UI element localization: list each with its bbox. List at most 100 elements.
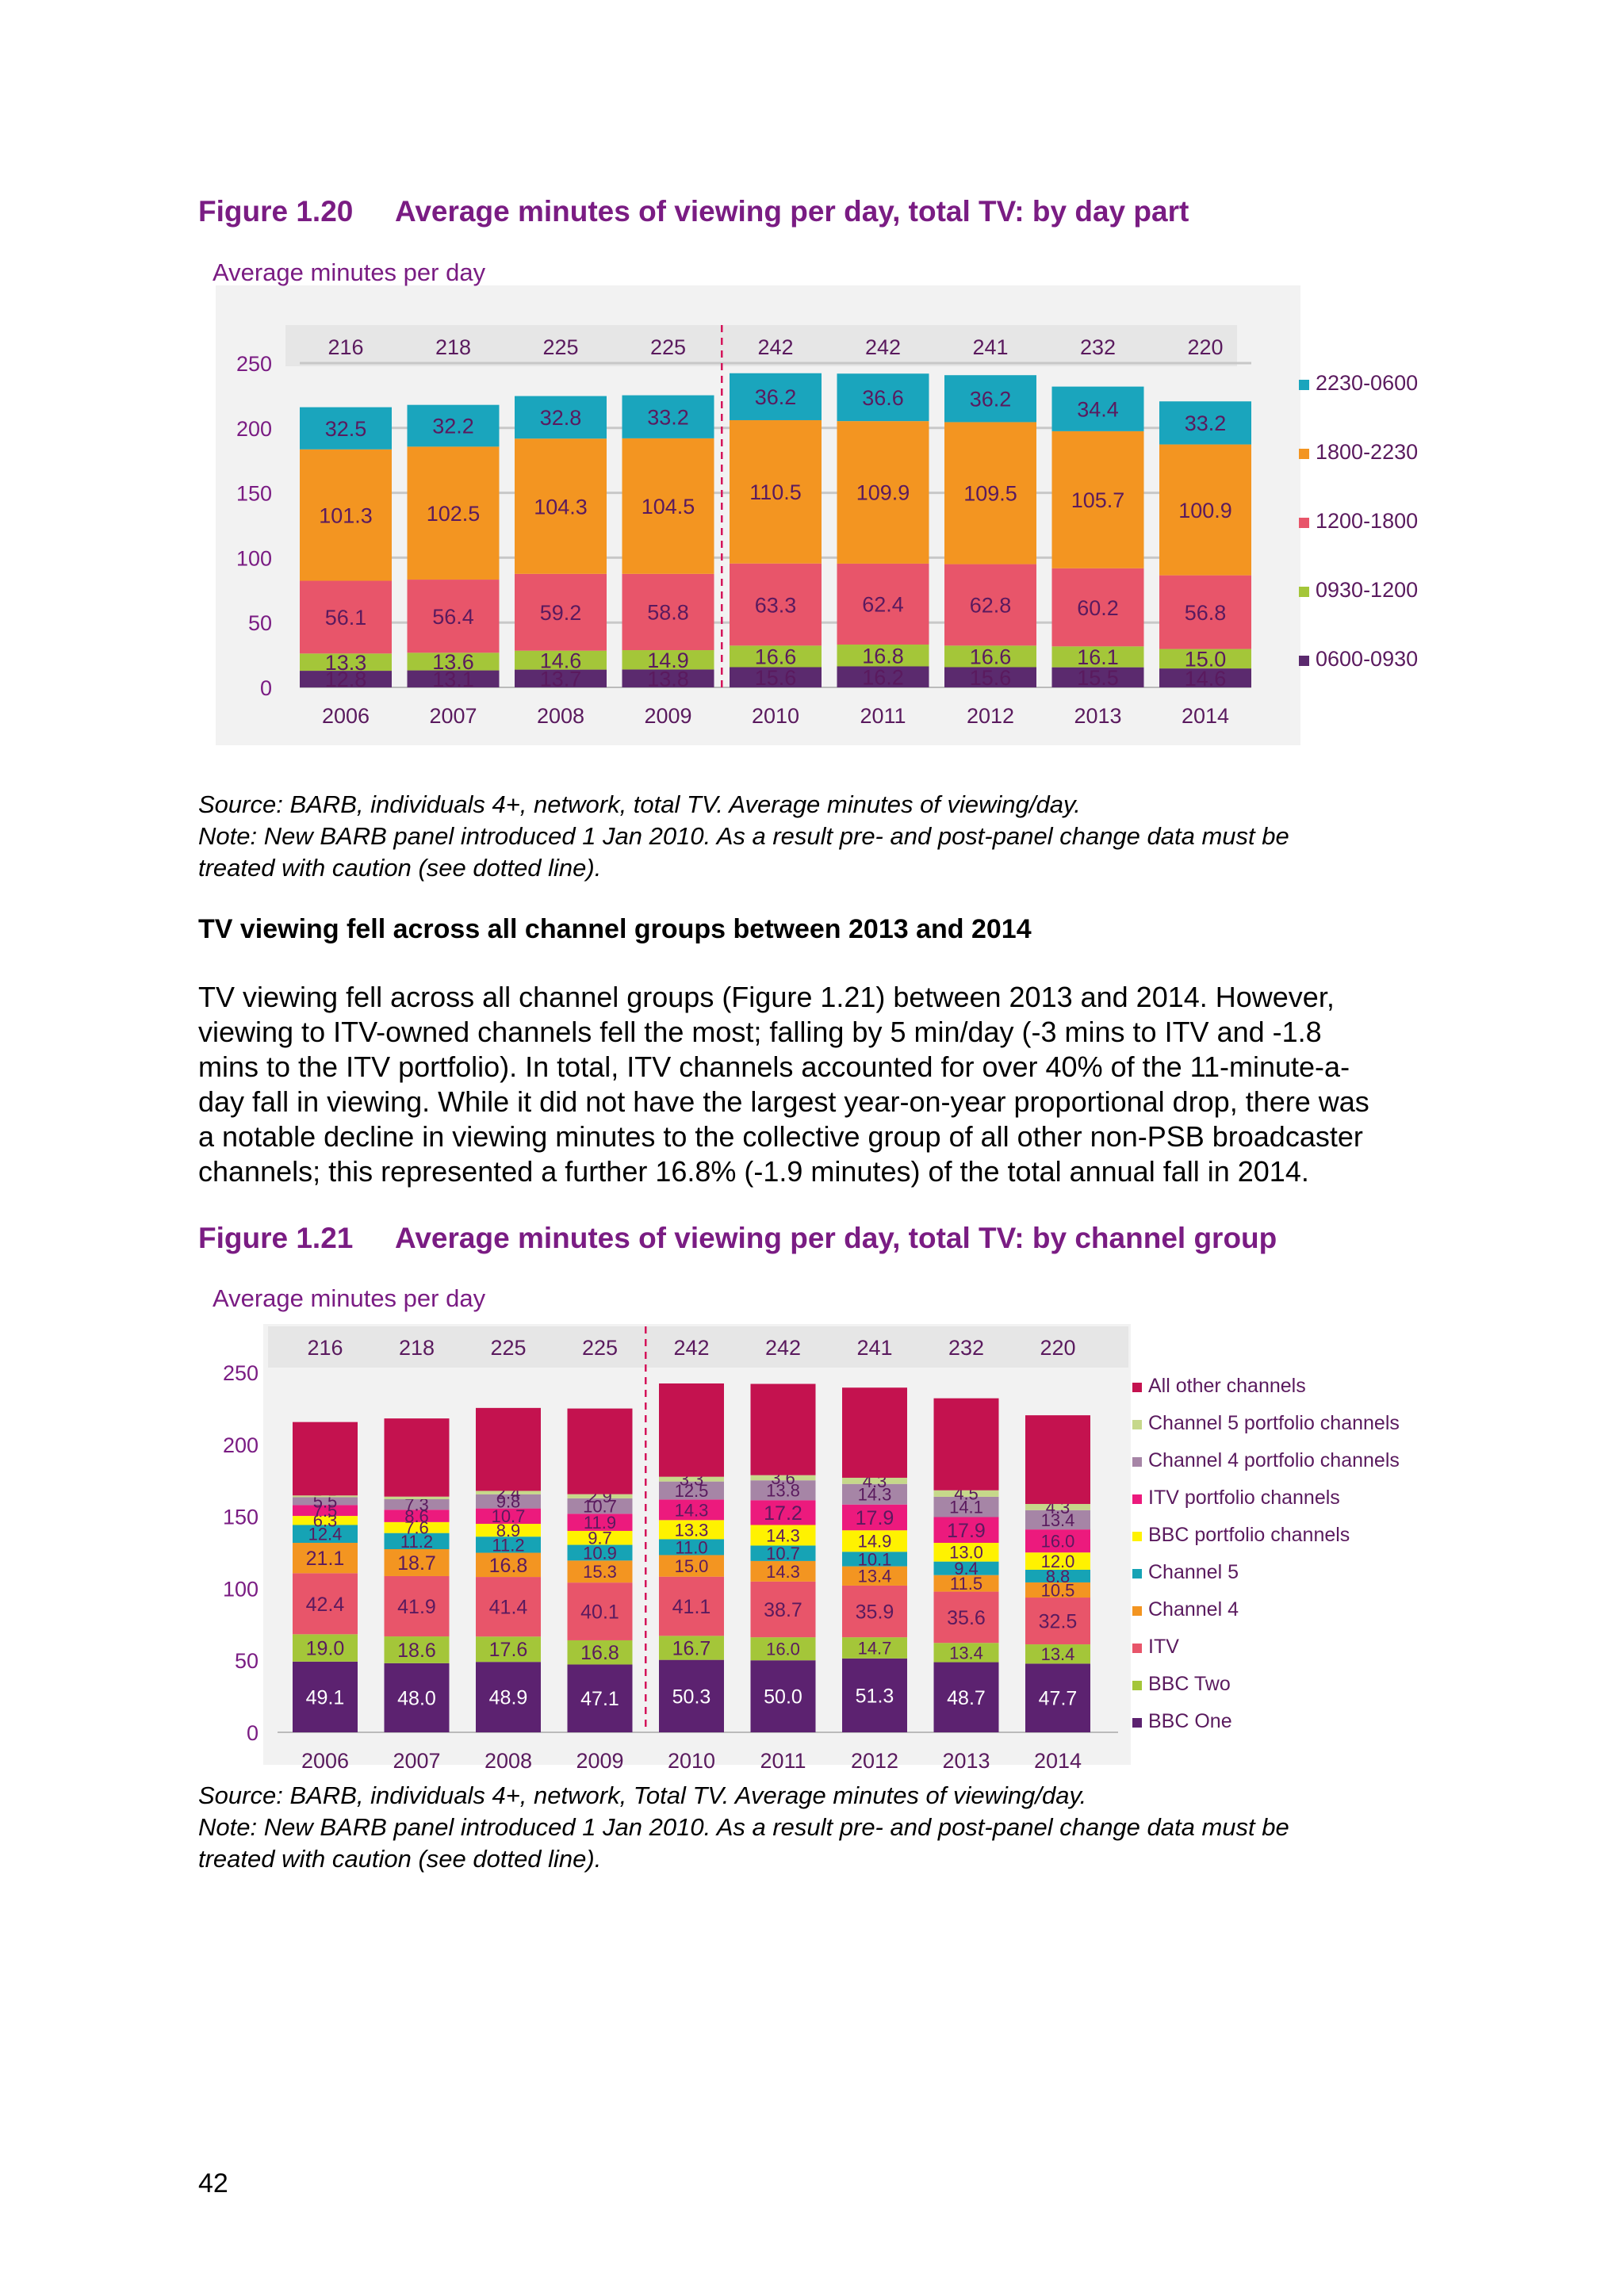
bar-segment-0600-0930 xyxy=(300,671,392,687)
bar-segment-0930-1200 xyxy=(1051,646,1144,668)
segment-data-label: 109.5 xyxy=(963,482,1017,506)
bar-segment-2230-0600 xyxy=(622,395,714,438)
segment-data-label: 100.9 xyxy=(1178,499,1232,522)
source-line: Source: BARB, individuals 4+, network, T… xyxy=(198,1781,1087,1809)
segment-data-label: 42.4 xyxy=(306,1594,345,1616)
bar-segment-itv xyxy=(933,1591,999,1644)
y-tick-label: 150 xyxy=(236,482,272,506)
bar-segment-all-other-channels xyxy=(384,1418,450,1497)
section-heading: TV viewing fell across all channel group… xyxy=(198,914,1032,944)
bar-segment-all-other-channels xyxy=(293,1422,358,1496)
bar-segment-itv xyxy=(293,1573,358,1635)
bar-segment-bbc-portfolio-channels xyxy=(567,1530,633,1545)
segment-data-label: 17.6 xyxy=(489,1639,528,1661)
segment-data-label: 11.5 xyxy=(950,1574,982,1594)
segment-data-label: 110.5 xyxy=(749,480,802,504)
segment-data-label: 101.3 xyxy=(319,503,373,527)
figure-1-21-source: Source: BARB, individuals 4+, network, T… xyxy=(198,1780,1435,1875)
bar-segment-bbc-portfolio-channels xyxy=(933,1543,999,1562)
bar-segment-1800-2230 xyxy=(1159,444,1251,576)
segment-data-label: 16.6 xyxy=(970,645,1012,669)
segment-data-label: 13.3 xyxy=(325,651,367,675)
segment-data-label: 17.2 xyxy=(764,1502,802,1525)
segment-data-label: 11.2 xyxy=(400,1532,433,1552)
segment-data-label: 51.3 xyxy=(856,1685,894,1707)
bar-segment-bbc-two xyxy=(933,1643,999,1663)
bar-segment-2230-0600 xyxy=(407,404,500,447)
segment-data-label: 36.2 xyxy=(970,388,1012,411)
bar-segment-bbc-one xyxy=(933,1662,999,1732)
segment-data-label: 16.0 xyxy=(766,1640,800,1659)
bar-segment-1200-1800 xyxy=(515,573,607,651)
x-tick-label: 2009 xyxy=(644,704,691,728)
bar-segment-1200-1800 xyxy=(1159,575,1251,649)
segment-data-label: 49.1 xyxy=(306,1686,345,1709)
bar-segment-1200-1800 xyxy=(622,573,714,651)
y-tick-label: 0 xyxy=(260,676,272,700)
bar-segment-bbc-two xyxy=(293,1634,358,1662)
y-tick-label: 250 xyxy=(236,352,272,376)
figure-1-21-title: Figure 1.21 Average minutes of viewing pe… xyxy=(198,1222,1277,1255)
note-line: treated with caution (see dotted line). xyxy=(198,854,602,882)
paragraph-line: mins to the ITV portfolio). In total, IT… xyxy=(198,1050,1350,1083)
legend-swatch xyxy=(1299,656,1309,666)
segment-data-label: 14.3 xyxy=(858,1485,892,1505)
totals-band xyxy=(285,325,1237,366)
bar-segment-0930-1200 xyxy=(730,645,822,668)
legend-swatch xyxy=(1299,380,1309,390)
segment-data-label: 47.7 xyxy=(1039,1688,1078,1710)
total-label: 225 xyxy=(582,1336,618,1360)
legend-entry: ITV xyxy=(1148,1636,1179,1658)
bar-segment-itv xyxy=(842,1585,907,1638)
total-label: 242 xyxy=(765,1336,801,1360)
segment-data-label: 10.5 xyxy=(1041,1580,1075,1600)
bar-segment-1800-2230 xyxy=(1051,430,1144,568)
segment-data-label: 8.8 xyxy=(1046,1567,1071,1586)
bar-segment-itv-portfolio-channels xyxy=(567,1513,633,1531)
legend-entry: ITV portfolio channels xyxy=(1148,1487,1340,1509)
segment-data-label: 13.4 xyxy=(1041,1510,1075,1530)
bar-segment-channel-4-portfolio-channels xyxy=(293,1497,358,1506)
x-tick-label: 2012 xyxy=(967,704,1014,728)
legend-swatch xyxy=(1299,449,1309,459)
segment-data-label: 10.7 xyxy=(583,1497,617,1517)
bar-segment-1200-1800 xyxy=(1051,568,1144,647)
segment-data-label: 13.3 xyxy=(675,1520,709,1540)
bar-segment-0930-1200 xyxy=(837,645,929,667)
note-line: treated with caution (see dotted line). xyxy=(198,1845,602,1873)
bar-segment-bbc-portfolio-channels xyxy=(1025,1552,1090,1570)
segment-data-label: 15.3 xyxy=(583,1562,617,1582)
bar-segment-bbc-one xyxy=(384,1663,450,1732)
bar-segment-bbc-two xyxy=(476,1636,541,1663)
bar-segment-channel-4 xyxy=(1025,1582,1090,1598)
legend-swatch xyxy=(1299,518,1309,528)
y-tick-label: 50 xyxy=(235,1649,259,1673)
total-label: 218 xyxy=(435,335,471,359)
bar-segment-0930-1200 xyxy=(944,645,1036,668)
legend-entry: 1800-2230 xyxy=(1316,440,1418,464)
bar-segment-bbc-one xyxy=(476,1662,541,1732)
x-tick-label: 2008 xyxy=(537,704,584,728)
bar-segment-itv-portfolio-channels xyxy=(842,1504,907,1531)
bar-segment-channel-4 xyxy=(659,1555,724,1577)
bar-segment-2230-0600 xyxy=(515,396,607,439)
figure-title-text: Average minutes of viewing per day, tota… xyxy=(395,1222,1277,1254)
bar-segment-0600-0930 xyxy=(622,669,714,687)
segment-data-label: 12.5 xyxy=(675,1481,709,1501)
segment-data-label: 41.4 xyxy=(489,1597,528,1619)
legend-entry: 1200-1800 xyxy=(1316,509,1418,533)
legend-swatch xyxy=(1132,1606,1142,1616)
segment-data-label: 63.3 xyxy=(755,593,797,617)
segment-data-label: 14.1 xyxy=(949,1498,983,1517)
segment-data-label: 21.1 xyxy=(306,1548,345,1570)
bar-segment-channel-4 xyxy=(567,1560,633,1583)
figure-number: Figure 1.20 xyxy=(198,195,354,228)
legend-swatch xyxy=(1132,1718,1142,1728)
bar-segment-0600-0930 xyxy=(730,667,822,687)
bar-segment-channel-4 xyxy=(384,1549,450,1576)
segment-data-label: 16.6 xyxy=(755,645,797,669)
x-tick-label: 2007 xyxy=(393,1749,440,1773)
x-tick-label: 2007 xyxy=(429,704,477,728)
bar-segment-bbc-one xyxy=(567,1664,633,1732)
segment-data-label: 56.4 xyxy=(432,605,474,629)
